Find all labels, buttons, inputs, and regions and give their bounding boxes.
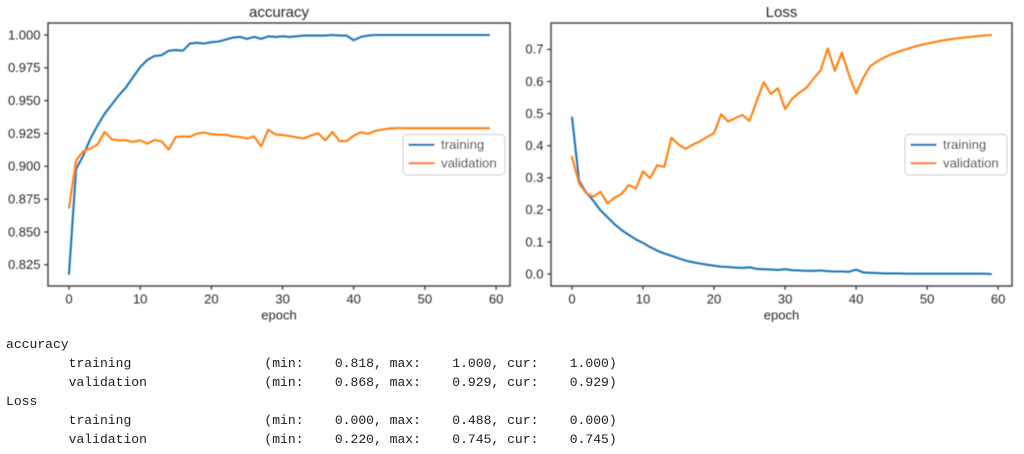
- svg-text:0.1: 0.1: [525, 234, 543, 249]
- svg-text:validation: validation: [441, 155, 497, 170]
- svg-text:1.000: 1.000: [8, 27, 41, 42]
- svg-text:epoch: epoch: [764, 308, 799, 323]
- svg-text:0: 0: [568, 292, 575, 307]
- svg-text:0.825: 0.825: [8, 257, 41, 272]
- svg-text:20: 20: [204, 292, 218, 307]
- svg-text:10: 10: [133, 292, 147, 307]
- svg-text:0.975: 0.975: [8, 60, 41, 75]
- svg-text:0.875: 0.875: [8, 192, 41, 207]
- svg-text:0.0: 0.0: [525, 266, 543, 281]
- svg-text:0.900: 0.900: [8, 159, 41, 174]
- svg-text:epoch: epoch: [261, 308, 296, 323]
- svg-text:0: 0: [65, 292, 72, 307]
- svg-text:10: 10: [636, 292, 650, 307]
- svg-text:0.925: 0.925: [8, 126, 41, 141]
- svg-text:50: 50: [418, 292, 432, 307]
- svg-text:0.7: 0.7: [525, 42, 543, 57]
- svg-text:40: 40: [346, 292, 360, 307]
- svg-text:30: 30: [778, 292, 792, 307]
- svg-text:0.3: 0.3: [525, 170, 543, 185]
- svg-text:0.6: 0.6: [525, 74, 543, 89]
- svg-text:0.850: 0.850: [8, 224, 41, 239]
- svg-text:0.2: 0.2: [525, 202, 543, 217]
- svg-text:0.5: 0.5: [525, 106, 543, 121]
- svg-text:0.950: 0.950: [8, 93, 41, 108]
- svg-text:60: 60: [991, 292, 1005, 307]
- svg-text:accuracy: accuracy: [249, 4, 310, 21]
- svg-text:0.4: 0.4: [525, 138, 543, 153]
- svg-text:30: 30: [275, 292, 289, 307]
- svg-text:60: 60: [489, 292, 503, 307]
- svg-text:training: training: [441, 137, 484, 152]
- svg-text:validation: validation: [943, 155, 999, 170]
- svg-text:40: 40: [849, 292, 863, 307]
- svg-text:20: 20: [707, 292, 721, 307]
- svg-text:Loss: Loss: [766, 4, 798, 21]
- svg-text:50: 50: [920, 292, 934, 307]
- svg-text:training: training: [943, 137, 986, 152]
